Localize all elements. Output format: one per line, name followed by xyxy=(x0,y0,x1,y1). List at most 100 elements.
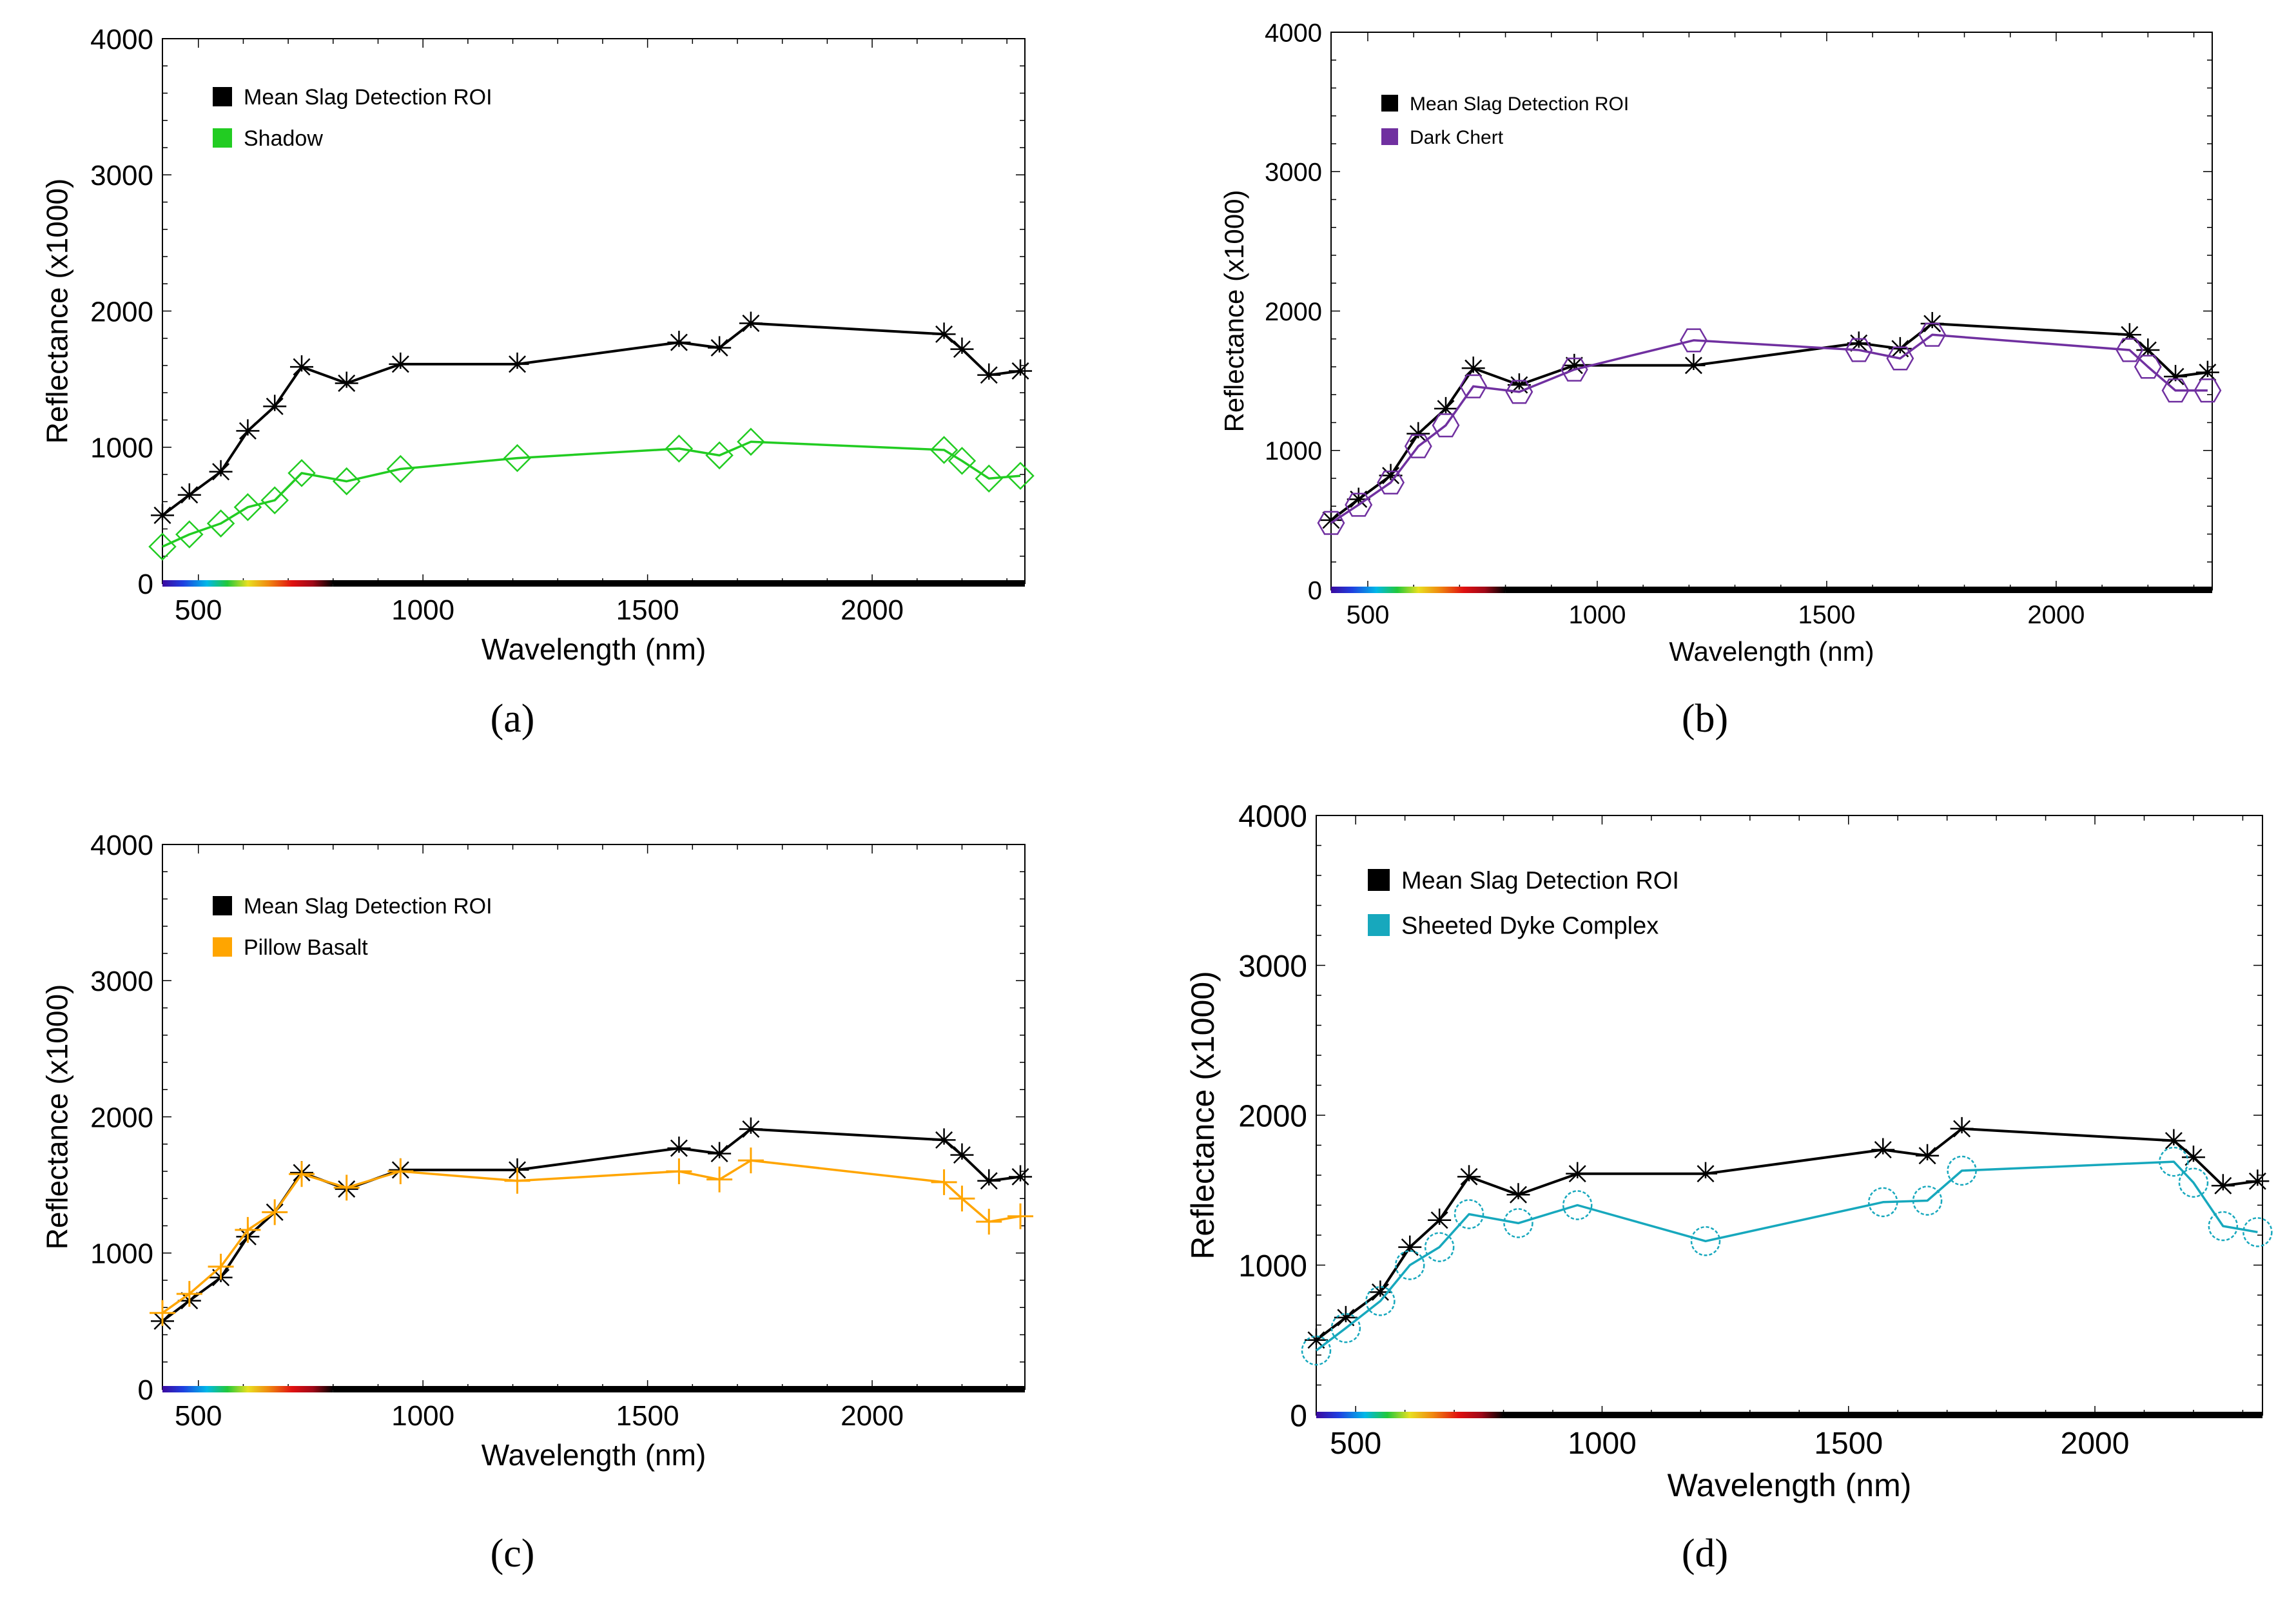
y-tick-label: 4000 xyxy=(90,830,153,861)
data-point-hexagon xyxy=(1377,470,1405,495)
data-point-asterisk xyxy=(1507,373,1531,394)
data-point-hexagon xyxy=(1459,374,1488,398)
data-point-asterisk xyxy=(389,352,413,373)
data-point-asterisk xyxy=(932,1128,956,1149)
data-point-circle xyxy=(1562,1190,1593,1220)
x-tick-label: 500 xyxy=(175,1400,222,1432)
data-point-asterisk xyxy=(1398,1235,1422,1256)
x-tick-label: 2000 xyxy=(841,1400,904,1432)
panel-label: (a) xyxy=(491,697,535,741)
data-point-diamond xyxy=(1006,462,1035,490)
panel-label: (d) xyxy=(1682,1532,1728,1576)
data-point-asterisk xyxy=(2117,323,2141,344)
series-sheeted-dyke-complex xyxy=(1301,1146,2273,1366)
data-point-plus xyxy=(504,1167,530,1194)
data-point-asterisk xyxy=(1566,1162,1590,1183)
data-point-circle xyxy=(2208,1211,2239,1242)
series-shadow xyxy=(148,427,1035,561)
infrared-spectrum-bar xyxy=(333,1386,1025,1392)
data-point-hexagon xyxy=(2134,355,2162,379)
x-axis-title: Wavelength (nm) xyxy=(482,632,706,666)
infrared-spectrum-bar xyxy=(333,580,1025,587)
data-point-circle xyxy=(2242,1217,2273,1247)
legend-label: Mean Slag Detection ROI xyxy=(244,894,492,919)
data-point-asterisk xyxy=(1871,1138,1895,1158)
data-point-plus xyxy=(737,1147,764,1174)
y-tick-label: 0 xyxy=(138,569,153,600)
y-tick-label: 0 xyxy=(138,1374,153,1406)
data-point-plus xyxy=(1007,1203,1034,1229)
panel-label: (b) xyxy=(1682,697,1728,741)
x-tick-label: 2000 xyxy=(2061,1427,2130,1461)
data-point-plus xyxy=(387,1158,414,1184)
x-tick-label: 1000 xyxy=(391,594,454,626)
data-point-asterisk xyxy=(1428,1208,1452,1229)
data-point-asterisk xyxy=(1506,1183,1530,1204)
data-point-plus xyxy=(949,1185,975,1212)
data-point-diamond xyxy=(503,444,532,473)
data-point-plus xyxy=(150,1300,175,1326)
data-point-asterisk xyxy=(932,322,956,343)
legend-label: Mean Slag Detection ROI xyxy=(1410,93,1629,115)
series-line xyxy=(161,1127,1021,1322)
data-point-circle xyxy=(1503,1208,1533,1238)
data-point-asterisk xyxy=(1009,1165,1033,1185)
data-point-hexagon xyxy=(1345,493,1373,517)
x-axis-title: Wavelength (nm) xyxy=(1668,1467,1912,1503)
data-point-asterisk xyxy=(1347,487,1370,508)
data-point-hexagon xyxy=(1560,357,1588,382)
series-dark-chert xyxy=(1317,322,2222,535)
y-tick-label: 3000 xyxy=(90,160,153,191)
legend-label: Sheeted Dyke Complex xyxy=(1401,913,1659,940)
x-tick-label: 1000 xyxy=(1568,1427,1637,1461)
data-point-asterisk xyxy=(1847,331,1871,352)
y-tick-label: 1000 xyxy=(1265,437,1322,465)
series-line xyxy=(1330,333,2208,524)
data-point-diamond xyxy=(287,459,316,487)
data-point-asterisk xyxy=(2164,365,2188,385)
data-point-asterisk xyxy=(505,352,529,373)
data-point-asterisk xyxy=(236,419,260,440)
x-tick-label: 2000 xyxy=(841,594,904,626)
data-point-plus xyxy=(976,1209,1002,1235)
data-point-asterisk xyxy=(2181,1146,2205,1166)
plot-frame xyxy=(162,844,1026,1390)
data-point-asterisk xyxy=(1009,359,1033,380)
legend-label: Mean Slag Detection ROI xyxy=(1401,868,1679,895)
y-axis-title: Reflectance (x1000) xyxy=(40,984,73,1250)
data-point-asterisk xyxy=(1305,1328,1328,1349)
data-point-asterisk xyxy=(708,336,732,357)
data-point-asterisk xyxy=(209,460,233,481)
data-point-diamond xyxy=(148,532,177,561)
data-point-asterisk xyxy=(1406,422,1430,443)
plot-frame xyxy=(1316,815,2263,1416)
data-point-asterisk xyxy=(2136,338,2160,359)
data-point-diamond xyxy=(233,493,262,522)
data-point-hexagon xyxy=(1680,328,1707,353)
series-line xyxy=(161,1159,1021,1314)
data-point-asterisk xyxy=(977,363,1001,384)
chart-panel-c: 500 1000 1500 2000 0 1000 2000 3000 4000 Waveleng… xyxy=(40,830,1034,1472)
legend-swatch xyxy=(1368,869,1390,891)
data-point-hexagon xyxy=(2194,378,2222,403)
data-point-diamond xyxy=(705,441,734,470)
data-point-circle xyxy=(1454,1199,1484,1229)
data-point-asterisk xyxy=(177,483,201,504)
y-tick-label: 2000 xyxy=(1265,298,1322,326)
y-axis-title: Reflectance (x1000) xyxy=(40,179,73,444)
legend-swatch xyxy=(213,128,232,148)
x-axis-title: Wavelength (nm) xyxy=(482,1438,706,1472)
data-point-hexagon xyxy=(2116,338,2144,362)
data-point-plus xyxy=(931,1169,957,1195)
legend-swatch xyxy=(213,896,232,915)
data-point-hexagon xyxy=(2161,378,2190,403)
plot-frame xyxy=(1330,32,2213,590)
data-point-asterisk xyxy=(950,337,974,358)
series-mean-slag-detection-roi xyxy=(151,311,1033,524)
data-point-asterisk xyxy=(667,331,691,351)
panel-label: (c) xyxy=(491,1532,535,1576)
data-point-hexagon xyxy=(1505,380,1533,404)
data-point-asterisk xyxy=(2162,1129,2186,1150)
series-line xyxy=(161,322,1021,516)
visible-spectrum-bar xyxy=(1316,1412,1504,1418)
